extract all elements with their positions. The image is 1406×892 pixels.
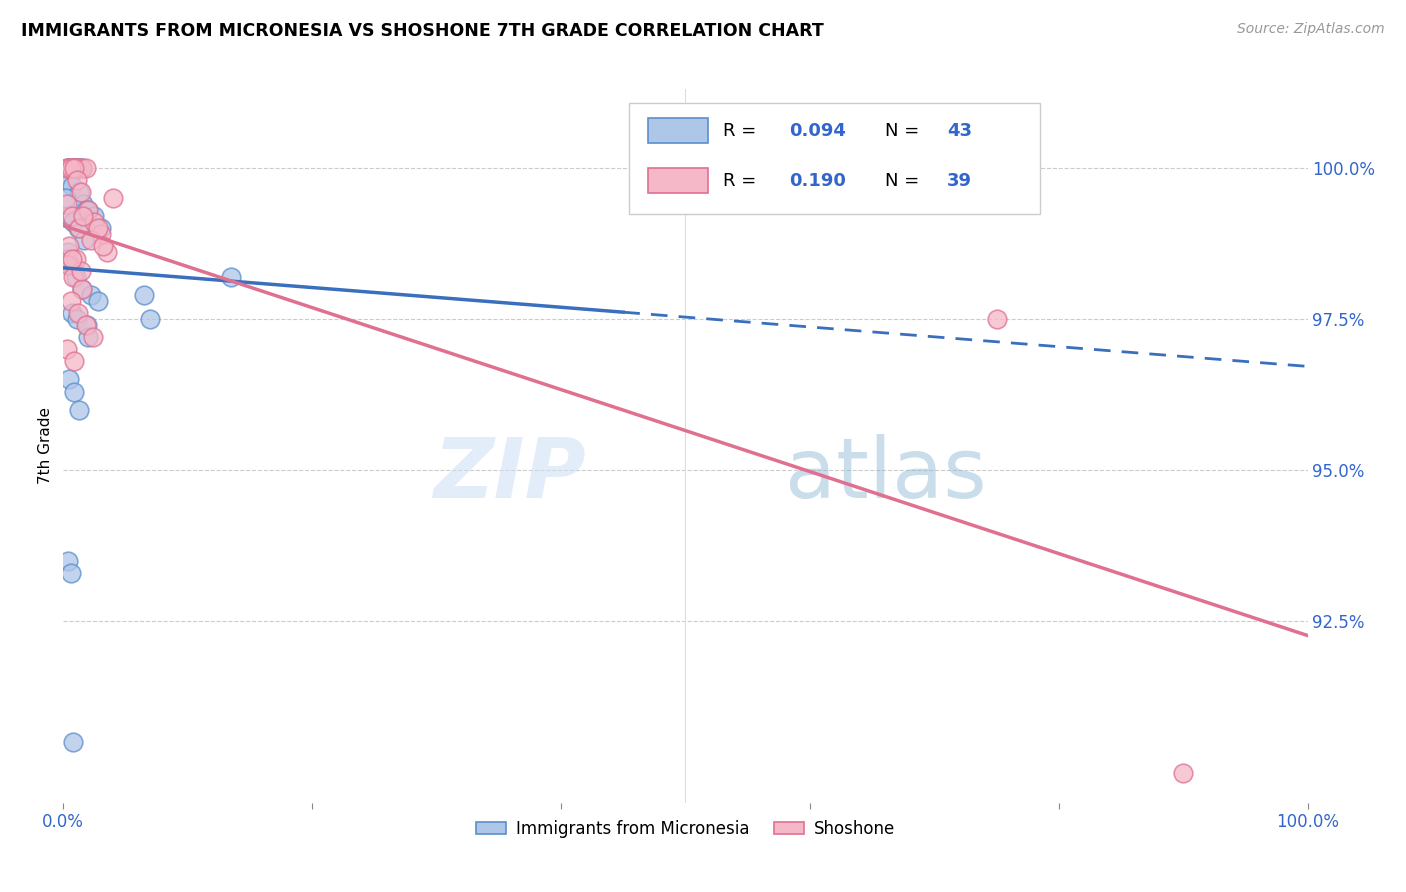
Point xyxy=(59,258,82,272)
Point xyxy=(58,239,80,253)
Text: N =: N = xyxy=(884,171,925,189)
Point xyxy=(62,735,84,749)
Point xyxy=(62,161,84,175)
Point xyxy=(83,209,105,223)
Point xyxy=(65,252,87,266)
Point xyxy=(77,330,100,344)
Point xyxy=(96,245,118,260)
Point xyxy=(67,221,90,235)
Point xyxy=(72,197,94,211)
Point xyxy=(63,384,86,399)
Point xyxy=(72,209,94,223)
Point xyxy=(986,312,1008,326)
Point xyxy=(87,293,110,308)
Point xyxy=(69,161,91,175)
Point xyxy=(59,161,82,175)
Point xyxy=(59,566,82,580)
Y-axis label: 7th Grade: 7th Grade xyxy=(38,408,53,484)
Point xyxy=(76,318,98,332)
Point xyxy=(91,239,114,253)
Point xyxy=(69,185,91,199)
Point xyxy=(59,161,82,175)
Point xyxy=(56,161,79,175)
Point xyxy=(58,161,80,175)
Point xyxy=(83,215,105,229)
Point xyxy=(56,197,79,211)
Point xyxy=(69,402,91,417)
Text: R =: R = xyxy=(723,121,762,139)
Point xyxy=(75,161,97,175)
Point xyxy=(70,282,93,296)
Point xyxy=(69,221,91,235)
Text: 0.094: 0.094 xyxy=(789,121,845,139)
Point xyxy=(60,209,83,223)
Point xyxy=(69,185,91,199)
Legend: Immigrants from Micronesia, Shoshone: Immigrants from Micronesia, Shoshone xyxy=(468,814,903,845)
Point xyxy=(134,288,156,302)
Point xyxy=(58,209,80,223)
Point xyxy=(82,330,104,344)
Text: atlas: atlas xyxy=(785,434,987,515)
Point xyxy=(56,343,79,357)
Point xyxy=(87,221,110,235)
Point xyxy=(60,306,83,320)
Point xyxy=(58,161,80,175)
Point xyxy=(70,161,93,175)
Point xyxy=(63,161,86,175)
Point xyxy=(65,269,87,284)
Point xyxy=(1173,765,1195,780)
Point xyxy=(70,282,93,296)
Point xyxy=(67,161,90,175)
Text: ZIP: ZIP xyxy=(433,434,586,515)
Point xyxy=(69,263,91,277)
Text: Source: ZipAtlas.com: Source: ZipAtlas.com xyxy=(1237,22,1385,37)
Text: R =: R = xyxy=(723,171,762,189)
Text: N =: N = xyxy=(884,121,925,139)
Point xyxy=(90,221,112,235)
Point xyxy=(139,312,162,326)
Point xyxy=(60,178,83,193)
Point xyxy=(66,173,89,187)
Point xyxy=(65,161,87,175)
Point xyxy=(75,203,97,218)
Point xyxy=(101,191,124,205)
Point xyxy=(60,252,83,266)
Point xyxy=(56,161,79,175)
Point xyxy=(73,233,96,247)
Point xyxy=(58,372,80,386)
Point xyxy=(67,161,90,175)
Point xyxy=(62,215,84,229)
Point xyxy=(66,312,89,326)
FancyBboxPatch shape xyxy=(648,168,707,194)
Point xyxy=(58,258,80,272)
Text: 39: 39 xyxy=(946,171,972,189)
Point xyxy=(77,203,100,218)
Point xyxy=(79,288,101,302)
Point xyxy=(58,245,80,260)
Point xyxy=(63,161,86,175)
Point xyxy=(62,161,84,175)
FancyBboxPatch shape xyxy=(630,103,1040,214)
Point xyxy=(58,173,80,187)
FancyBboxPatch shape xyxy=(648,118,707,144)
Point xyxy=(77,203,100,218)
Text: 0.190: 0.190 xyxy=(789,171,845,189)
Point xyxy=(66,161,89,175)
Text: 43: 43 xyxy=(946,121,972,139)
Point xyxy=(75,318,97,332)
Text: IMMIGRANTS FROM MICRONESIA VS SHOSHONE 7TH GRADE CORRELATION CHART: IMMIGRANTS FROM MICRONESIA VS SHOSHONE 7… xyxy=(21,22,824,40)
Point xyxy=(90,227,112,242)
Point xyxy=(58,161,80,175)
Point xyxy=(59,293,82,308)
Point xyxy=(58,554,80,568)
Point xyxy=(79,233,101,247)
Point xyxy=(55,191,77,205)
Point xyxy=(67,306,90,320)
Point xyxy=(219,269,242,284)
Point xyxy=(62,269,84,284)
Point xyxy=(63,354,86,368)
Point xyxy=(65,161,87,175)
Point xyxy=(70,161,93,175)
Point xyxy=(56,252,79,266)
